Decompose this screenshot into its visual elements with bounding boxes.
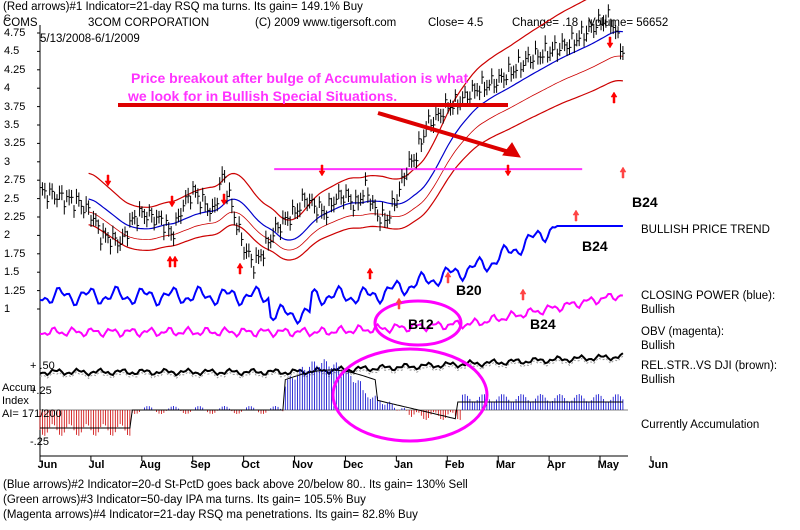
obv-line bbox=[39, 293, 623, 339]
corner-mark: C bbox=[4, 13, 11, 23]
closing-power-line bbox=[39, 225, 623, 326]
x-tick-label: Jun bbox=[648, 459, 669, 471]
accum-title-1: Accum bbox=[2, 382, 36, 394]
y-tick-label: 1.25 bbox=[4, 284, 26, 297]
x-tick-label: Oct bbox=[241, 459, 260, 471]
company-name: 3COM CORPORATION bbox=[88, 17, 210, 29]
closing-power-state: Bullish bbox=[641, 304, 675, 316]
x-tick-label: Mar bbox=[495, 459, 516, 471]
indicator-2-text: (Blue arrows)#2 Indicator=20-d St-PctD g… bbox=[3, 479, 468, 491]
y-tick-label: 3.5 bbox=[4, 119, 20, 131]
red-signal-arrow bbox=[171, 255, 179, 268]
thin-signal-arrow bbox=[619, 166, 627, 179]
thin-signal-arrow bbox=[395, 297, 403, 310]
y-tick-label: 3.25 bbox=[4, 137, 26, 150]
y-tick-label: 3.75 bbox=[4, 100, 26, 113]
red-signal-arrow bbox=[236, 262, 244, 275]
indicator-1-text: (Red arrows)#1 Indicator=21-day RSQ ma t… bbox=[3, 1, 363, 13]
thin-signal-arrow bbox=[519, 288, 527, 301]
volume-value: Volume= 56652 bbox=[588, 17, 669, 29]
x-tick-label: Nov bbox=[292, 459, 313, 471]
b24-label-mid: B24 bbox=[582, 238, 608, 254]
red-signal-arrow bbox=[220, 193, 228, 206]
y-tick-label: 2.25 bbox=[4, 211, 26, 223]
close-value: Close= 4.5 bbox=[428, 17, 484, 29]
y-tick-label: 1.75 bbox=[4, 247, 26, 260]
accum-minus-25: -.25 bbox=[30, 436, 49, 448]
inner-lower-band bbox=[88, 55, 623, 251]
annotation-line-1: Price breakout after bulge of Accumulati… bbox=[131, 70, 469, 86]
x-tick-label: Jun bbox=[37, 459, 58, 471]
upper-band bbox=[88, 0, 587, 221]
relstr-label: REL.STR..VS DJI (brown): bbox=[641, 360, 778, 372]
annotation-arrow bbox=[377, 111, 517, 156]
b24-label-low: B24 bbox=[530, 316, 556, 332]
x-tick-label: Apr bbox=[546, 459, 566, 471]
red-signal-arrow bbox=[168, 195, 176, 208]
y-tick-label: 3 bbox=[4, 155, 11, 168]
closing-power-label: CLOSING POWER (blue): bbox=[641, 290, 776, 302]
y-tick-label: 4.5 bbox=[4, 45, 20, 58]
x-tick-label: Jan bbox=[394, 459, 413, 471]
annotation-arrowhead bbox=[502, 142, 521, 158]
indicator-3-text: (Green arrows)#3 Indicator=50-day IPA ma… bbox=[3, 494, 366, 506]
accum-plus-50: + .50 bbox=[30, 360, 55, 372]
bullish-price-trend-label: BULLISH PRICE TREND bbox=[641, 224, 770, 236]
obv-state: Bullish bbox=[641, 340, 675, 352]
accum-bulge-circle bbox=[331, 347, 489, 443]
accum-ai: AI= 171/200 bbox=[2, 408, 62, 420]
indicator-4-text: (Magenta arrows)#4 Indicator=21-day RSQ … bbox=[3, 509, 418, 521]
copyright: (C) 2009 www.tigersoft.com bbox=[255, 17, 397, 29]
thin-signal-arrow bbox=[444, 271, 452, 284]
thin-signal-arrow bbox=[572, 209, 580, 222]
red-signal-arrow bbox=[318, 164, 326, 177]
b20-label: B20 bbox=[456, 282, 482, 298]
y-tick-label: 2.75 bbox=[4, 174, 26, 187]
date-range: 5/13/2008-6/1/2009 bbox=[40, 33, 140, 45]
x-tick-label: Sep bbox=[190, 459, 211, 471]
y-tick-label: 1.5 bbox=[4, 266, 20, 279]
x-tick-label: May bbox=[597, 459, 620, 471]
y-tick-label: 2 bbox=[4, 229, 11, 242]
accum-plus-25: +.25 bbox=[30, 385, 52, 397]
y-tick-label: 2.5 bbox=[4, 192, 20, 205]
red-signal-arrow bbox=[366, 267, 374, 280]
currently-accumulation: Currently Accumulation bbox=[641, 419, 760, 431]
red-signal-arrow bbox=[166, 255, 174, 268]
x-tick-label: Dec bbox=[343, 459, 364, 471]
x-tick-label: Feb bbox=[444, 459, 465, 471]
red-signal-arrow bbox=[610, 91, 618, 104]
x-tick-label: Aug bbox=[139, 459, 161, 471]
y-tick-label: 4 bbox=[4, 82, 11, 95]
red-signal-arrow bbox=[104, 174, 112, 187]
accum-ma-line bbox=[40, 369, 623, 429]
annotation-line-2: we look for in Bullish Special Situation… bbox=[128, 88, 398, 104]
y-tick-label: 4.75 bbox=[4, 27, 26, 39]
b24-label-top: B24 bbox=[632, 194, 658, 210]
y-tick-label: 1 bbox=[4, 303, 11, 315]
symbol: COMS bbox=[3, 17, 38, 29]
accum-title-2: Index bbox=[2, 395, 29, 407]
lower-band bbox=[88, 80, 623, 261]
b12-label: B12 bbox=[408, 316, 434, 332]
obv-label: OBV (magenta): bbox=[641, 326, 725, 338]
x-tick-label: Jul bbox=[88, 459, 105, 471]
b12-circle bbox=[373, 299, 463, 347]
relstr-state: Bullish bbox=[641, 374, 675, 386]
y-tick-label: 4.25 bbox=[4, 63, 26, 76]
red-signal-arrow bbox=[504, 164, 512, 177]
red-signal-arrow bbox=[606, 36, 614, 49]
